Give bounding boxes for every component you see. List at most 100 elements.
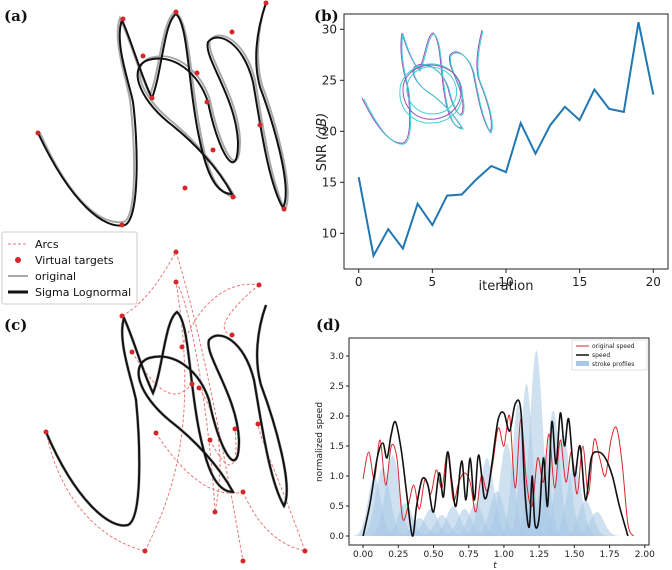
panel-a-virtual-targets — [35, 0, 287, 228]
legend-profiles-swatch — [576, 361, 589, 366]
target-point — [210, 147, 216, 153]
x-tick-label: 1.75 — [600, 550, 620, 560]
target-point — [196, 385, 202, 391]
panel-a-handwriting — [35, 0, 289, 228]
target-point — [140, 53, 146, 59]
panel-d-label: (d) — [316, 316, 341, 334]
x-tick-label: 0 — [355, 275, 363, 289]
panel-c-virtual-targets — [43, 249, 308, 564]
x-tick-label: 2.00 — [635, 550, 655, 560]
panel-b-label: (b) — [314, 7, 339, 25]
panel-b-snr-series — [357, 21, 655, 259]
panel-b-inset-handwriting — [361, 29, 493, 145]
target-point — [240, 558, 246, 564]
legend-profiles-label: stroke profiles — [592, 361, 634, 368]
target-point — [263, 0, 269, 6]
x-tick-label: 20 — [646, 275, 661, 289]
y-tick-label: 1.0 — [330, 472, 345, 482]
x-tick-label: 0.25 — [388, 550, 408, 560]
target-point — [173, 249, 179, 255]
y-tick-label: 0.0 — [330, 532, 345, 542]
target-point — [230, 194, 236, 200]
target-point — [204, 99, 210, 105]
panel-b-chart: 0 5 10 15 20 10 15 20 25 30 iteration SNR (dB) — [315, 13, 669, 294]
y-tick-label: 10 — [322, 226, 337, 240]
target-point — [173, 279, 179, 285]
target-point — [255, 421, 261, 427]
target-point — [257, 122, 263, 128]
target-point — [173, 9, 179, 15]
target-point — [179, 344, 185, 350]
speed-line — [362, 399, 629, 537]
panel-c-arcs — [45, 251, 306, 562]
x-tick-label: 1.25 — [529, 550, 549, 560]
legend-orig-speed-label: original speed — [592, 343, 635, 350]
panel-d-xlabel: t — [493, 561, 497, 570]
x-tick-label: 10 — [498, 275, 513, 289]
x-tick-label: 0.00 — [353, 550, 373, 560]
panel-d-stroke-profiles — [354, 350, 620, 536]
target-point — [281, 206, 287, 212]
x-tick-label: 5 — [429, 275, 437, 289]
target-point — [129, 349, 135, 355]
legend-original-label: original — [35, 270, 76, 283]
y-tick-label: 1.5 — [330, 442, 344, 452]
panel-d-axes-frame — [348, 337, 650, 546]
target-point — [212, 509, 218, 515]
x-tick-label: 0.50 — [423, 550, 443, 560]
y-tick-label: 30 — [322, 22, 337, 36]
panel-d-ylabel: normalized speed — [315, 402, 325, 482]
y-tick-label: 2.5 — [330, 382, 344, 392]
target-point — [302, 548, 308, 554]
target-point — [229, 332, 235, 338]
legend-targets-label: Virtual targets — [35, 254, 114, 267]
panel-b-ylabel: SNR (dB) — [315, 113, 330, 171]
legend-speed-label: speed — [592, 352, 610, 359]
y-tick-label: 0.5 — [330, 502, 344, 512]
stroke-profile — [574, 512, 620, 536]
target-point — [153, 430, 159, 436]
legend-sigma-label: Sigma Lognormal — [35, 286, 131, 299]
x-tick-label: 15 — [572, 275, 587, 289]
target-point — [207, 437, 213, 443]
panel-c-label: (c) — [4, 316, 27, 334]
y-tick-label: 25 — [322, 73, 337, 87]
y-tick-label: 3.0 — [330, 352, 345, 362]
target-point — [43, 429, 49, 435]
target-point — [256, 282, 262, 288]
panel-c-handwriting — [43, 249, 308, 564]
target-point — [232, 426, 238, 432]
legend-targets-swatch — [15, 257, 21, 263]
legend-arcs-label: Arcs — [35, 238, 59, 251]
panel-b-axes-frame — [343, 13, 669, 270]
panel-d-chart: 0.00 0.25 0.50 0.75 1.00 1.25 1.50 1.75 2.00 0.0 0… — [315, 337, 655, 570]
panel-b-xlabel: iteration — [479, 279, 534, 294]
target-point — [120, 16, 126, 22]
y-tick-label: 15 — [322, 175, 337, 189]
target-point — [35, 130, 41, 136]
legend-frame — [1, 231, 138, 305]
legend-ac: Arcs Virtual targets original Sigma Logn… — [1, 231, 138, 305]
target-point — [182, 185, 188, 191]
target-point — [229, 29, 235, 35]
panel-d-speed — [362, 399, 629, 537]
target-point — [149, 95, 155, 101]
panel-d-legend: original speed speed stroke profiles — [571, 339, 648, 371]
panel-a-label: (a) — [4, 7, 28, 25]
x-tick-label: 0.75 — [459, 550, 479, 560]
x-tick-label: 1.50 — [564, 550, 584, 560]
y-tick-label: 2.0 — [330, 412, 345, 422]
target-point — [119, 313, 125, 319]
panel-c-sigma-stroke — [45, 304, 288, 527]
target-point — [240, 489, 246, 495]
panel-d-ticks: 0.00 0.25 0.50 0.75 1.00 1.25 1.50 1.75 2.00 0.0 0… — [330, 352, 655, 560]
target-point — [189, 381, 195, 387]
panel-a-sigma-stroke — [37, 2, 287, 227]
x-tick-label: 1.00 — [494, 550, 514, 560]
panel-b-ticks: 0 5 10 15 20 10 15 20 25 30 — [322, 22, 661, 289]
y-tick-label: 20 — [322, 124, 337, 138]
panel-a-original-stroke — [39, 4, 289, 224]
target-point — [142, 548, 148, 554]
target-point — [119, 222, 125, 228]
